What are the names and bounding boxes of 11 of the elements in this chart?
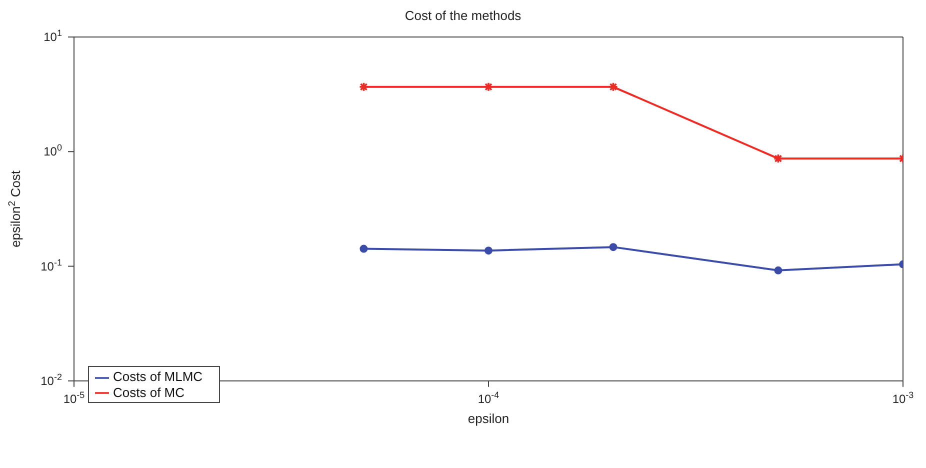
- x-tick-label: 10$^{-4}$: [478, 390, 500, 406]
- x-axis-title: epsilon: [468, 410, 510, 426]
- y-tick-label: 10$^{-2}$: [40, 372, 62, 388]
- y-tick-label: 10$^{1}$: [44, 28, 62, 44]
- legend-label: Costs of MLMC: [113, 369, 203, 384]
- x-tick-label: 10$^{-5}$: [63, 390, 85, 406]
- legend-label: Costs of MC: [113, 384, 185, 400]
- chart-title: Cost of the methods: [404, 8, 522, 25]
- y-tick-label: 10$^{0}$: [44, 142, 62, 159]
- y-tick-label: 10$^{-1}$: [40, 257, 62, 274]
- x-tick-label: 10$^{-3}$: [892, 390, 914, 406]
